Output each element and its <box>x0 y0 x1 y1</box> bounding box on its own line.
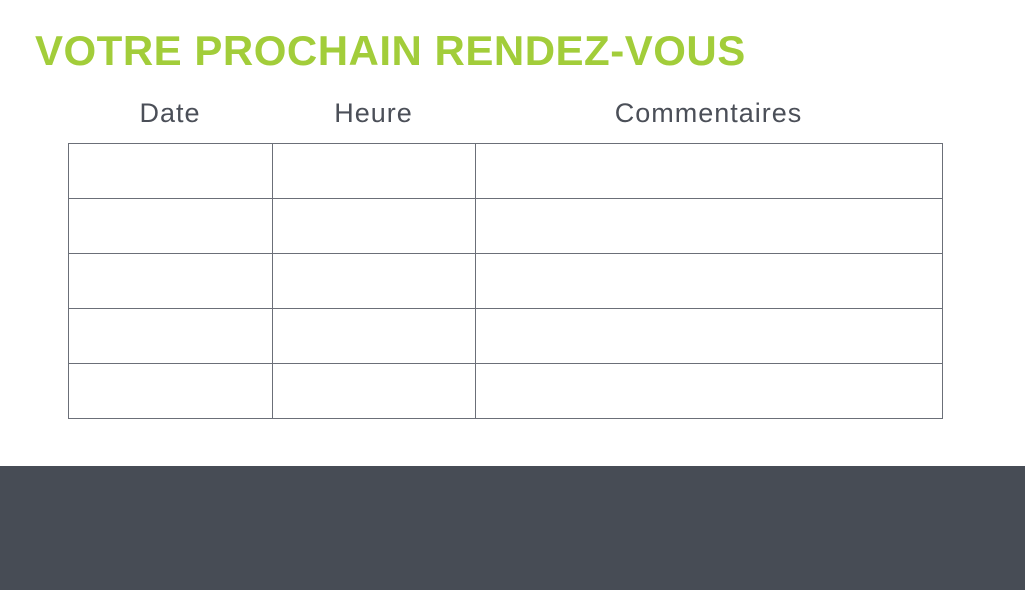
footer-bar <box>0 466 1025 590</box>
column-header-date: Date <box>139 98 201 128</box>
table-column-headers: Date Heure Commentaires <box>68 96 942 130</box>
table-row <box>68 143 943 199</box>
table-cell-commentaires <box>475 308 943 364</box>
table-cell-heure <box>272 198 476 254</box>
page-title: VOTRE PROCHAIN RENDEZ-VOUS <box>35 27 746 74</box>
table-row <box>68 308 943 364</box>
column-header-commentaires: Commentaires <box>614 98 803 128</box>
column-header-heure: Heure <box>334 98 413 128</box>
table-cell-date <box>68 143 273 199</box>
table-cell-heure <box>272 253 476 309</box>
table-row <box>68 198 943 254</box>
table-cell-heure <box>272 308 476 364</box>
table-cell-commentaires <box>475 143 943 199</box>
table-cell-commentaires <box>475 363 943 419</box>
table-cell-commentaires <box>475 198 943 254</box>
table-cell-heure <box>272 363 476 419</box>
table-cell-date <box>68 363 273 419</box>
table-cell-date <box>68 198 273 254</box>
table-cell-date <box>68 308 273 364</box>
table-row <box>68 253 943 309</box>
table-row <box>68 363 943 419</box>
appointments-table <box>68 143 943 419</box>
table-cell-heure <box>272 143 476 199</box>
table-cell-commentaires <box>475 253 943 309</box>
table-cell-date <box>68 253 273 309</box>
